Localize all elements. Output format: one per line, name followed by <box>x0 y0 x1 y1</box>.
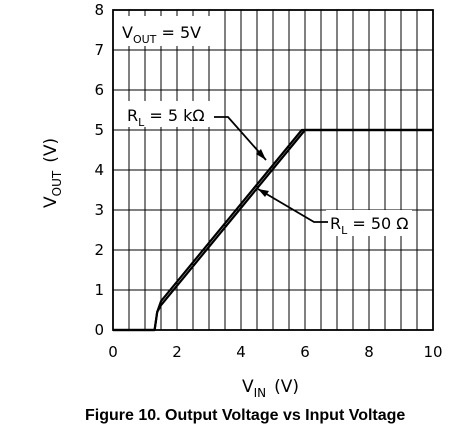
series-line-rl-50 <box>113 128 433 332</box>
y-tick-label: 5 <box>94 121 104 139</box>
vout-annotation: VOUT = 5V <box>122 23 201 46</box>
y-axis-label: VOUT(V) <box>41 138 64 208</box>
rl5k-annotation: RL = 5 kΩ <box>127 106 205 129</box>
y-tick-label: 6 <box>94 81 104 99</box>
x-tick-label: 4 <box>236 343 246 361</box>
rl50-arrowhead <box>258 189 269 197</box>
y-tick-label: 4 <box>94 161 104 179</box>
y-tick-label: 8 <box>94 1 104 19</box>
rl5k-leader-line <box>214 116 267 161</box>
rl50-annotation-box <box>326 210 412 236</box>
x-tick-label: 6 <box>300 343 310 361</box>
y-tick-label: 3 <box>94 201 104 219</box>
rl50-leader-line <box>257 188 328 223</box>
y-tick-label: 1 <box>94 281 104 299</box>
plot-frame <box>112 9 434 331</box>
rl50-annotation: RL = 50 Ω <box>330 214 409 237</box>
x-axis-label: VIN (V) <box>242 377 299 400</box>
vout-annotation-box <box>118 16 210 46</box>
series-layer <box>113 128 433 332</box>
x-tick-label: 0 <box>108 343 118 361</box>
y-tick-labels: 0 1 2 3 4 5 6 7 8 <box>94 1 104 339</box>
x-tick-labels: 0 2 4 6 8 10 <box>108 343 442 361</box>
y-tick-label: 7 <box>94 41 104 59</box>
figure-caption: Figure 10. Output Voltage vs Input Volta… <box>85 407 405 424</box>
x-tick-label: 8 <box>364 343 374 361</box>
x-tick-label: 10 <box>423 343 442 361</box>
x-tick-label: 2 <box>172 343 182 361</box>
y-tick-label: 0 <box>94 321 104 339</box>
grid <box>112 9 434 331</box>
y-tick-label: 2 <box>94 241 104 259</box>
rl5k-arrowhead <box>256 149 266 160</box>
rl5k-annotation-box <box>124 101 216 127</box>
